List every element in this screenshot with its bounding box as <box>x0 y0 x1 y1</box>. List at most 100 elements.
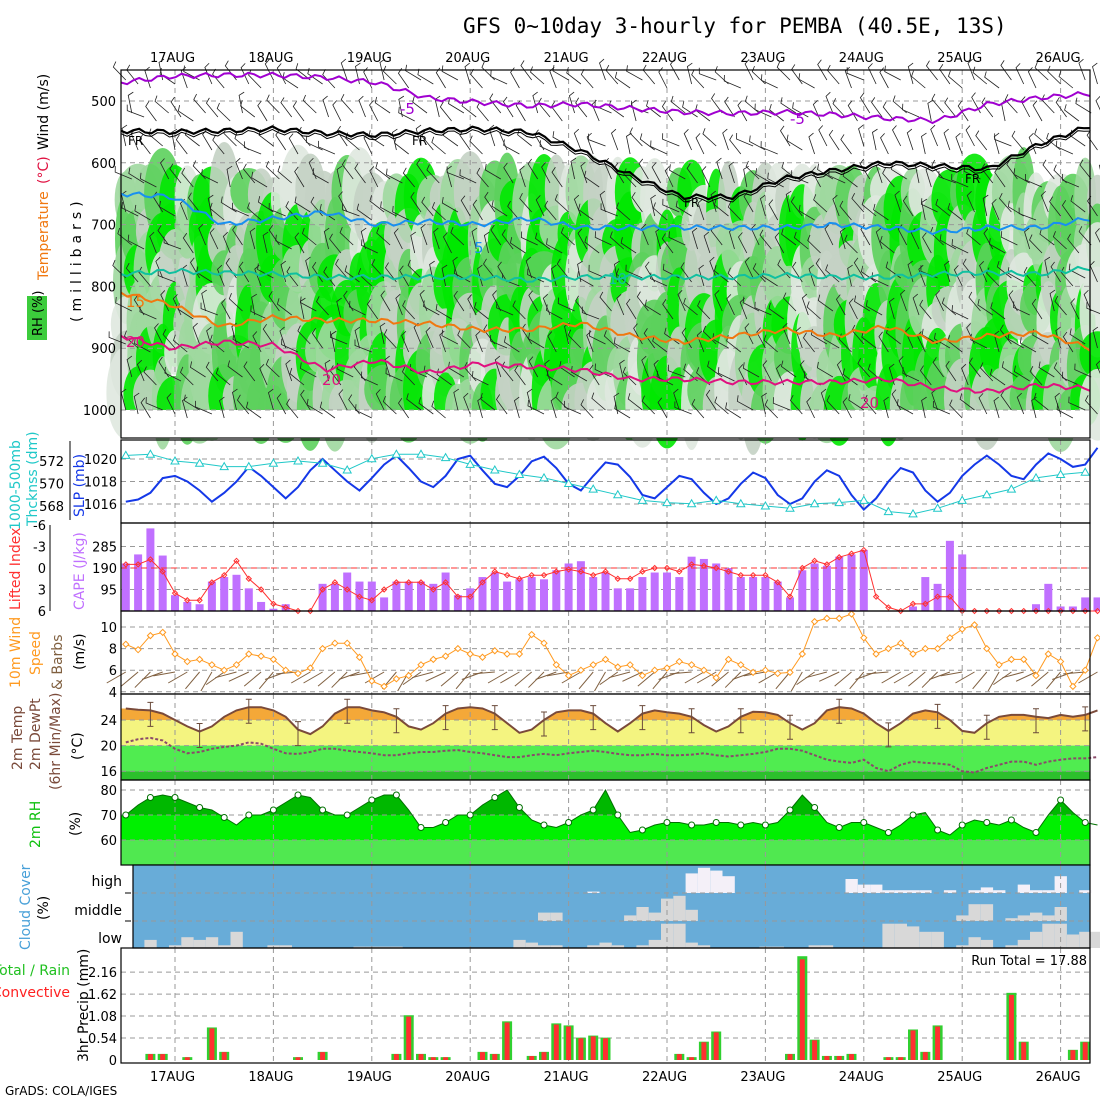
wind-barb <box>756 327 766 349</box>
wind-barb <box>785 190 792 213</box>
wind-barb <box>825 264 840 283</box>
wind-barb <box>401 366 415 386</box>
wind-barb <box>324 359 331 382</box>
wind-barb <box>276 63 287 85</box>
cloud-bar-mid <box>956 915 969 921</box>
wind-barb <box>861 198 877 217</box>
wind-barb <box>472 199 483 221</box>
wind-barb <box>502 96 514 118</box>
wind-barb <box>519 193 532 213</box>
wind-barb <box>419 289 428 312</box>
date-label-bottom: 23AUG <box>740 1070 785 1085</box>
wind-barb <box>350 671 372 677</box>
wind-barb <box>398 106 415 122</box>
wind-barb <box>546 304 563 320</box>
thickness-tick-label: 568 <box>39 500 64 515</box>
wind-barb <box>912 293 920 316</box>
wind-barb <box>425 327 434 349</box>
wind-barb <box>417 68 434 85</box>
wind-barb <box>467 294 477 316</box>
cloud-bar-low <box>1042 923 1055 948</box>
cape-bar <box>699 558 708 611</box>
pressure-tick-label: 900 <box>91 342 116 357</box>
temp-minmax-bar <box>541 711 547 737</box>
rh-marker <box>884 829 892 836</box>
wind-barb <box>879 67 889 89</box>
wind-barb <box>944 97 957 118</box>
label-cloud-cover: Cloud Cover <box>18 864 34 950</box>
precip-convective-bar <box>443 1057 449 1060</box>
wind-barb <box>452 256 459 279</box>
wind-barb <box>496 301 514 316</box>
thickness-marker <box>440 452 451 462</box>
wind-barb <box>631 192 643 213</box>
cape-bar <box>859 549 868 611</box>
wind-barb <box>768 302 784 320</box>
wind-barb <box>882 167 895 188</box>
cape-bar <box>638 577 647 611</box>
wind-barb <box>1015 671 1037 682</box>
wind-barb <box>285 359 293 382</box>
wind-barb <box>453 290 465 312</box>
wind-barb <box>775 363 785 386</box>
wind-barb <box>764 399 778 419</box>
wind-barb <box>955 671 975 684</box>
wind-barb <box>299 296 317 312</box>
wind-barb <box>561 671 582 684</box>
wind-barb <box>126 355 133 378</box>
cloud-panel: high middle low Cloud Cover (%) <box>18 864 1100 950</box>
wind-barb <box>1004 94 1018 114</box>
wind-barb <box>415 124 422 147</box>
wind-barb <box>1047 65 1061 85</box>
label-thickness: 1000-500mb <box>8 440 24 530</box>
li-marker <box>147 556 154 563</box>
wind-barb <box>354 326 361 349</box>
wind-barb <box>549 66 557 89</box>
wind-barb <box>636 291 649 312</box>
wind-barb <box>669 671 692 675</box>
wind-barb <box>641 223 649 246</box>
precip-convective-bar <box>885 1057 891 1060</box>
wind-barb <box>591 392 606 411</box>
cloud-bar-low <box>1079 931 1092 948</box>
date-label-bottom: 18AUG <box>248 1070 293 1085</box>
label-p15: 15 <box>126 293 145 311</box>
label-fr4: FR <box>965 172 980 186</box>
precip-convective-bar <box>590 1036 596 1060</box>
wind-barb <box>743 191 754 213</box>
cloud-level-label: low <box>98 931 122 947</box>
wind-speed-marker <box>749 668 757 677</box>
precip-tick-label: 0 <box>109 1054 117 1069</box>
rh-marker <box>934 826 942 834</box>
li-marker <box>737 571 745 579</box>
precip-convective-bar <box>836 1056 842 1060</box>
label-units: (%) <box>36 896 52 920</box>
wind-barb <box>662 133 680 147</box>
wind-barb <box>1095 96 1100 111</box>
rh-line <box>125 788 1098 836</box>
wind-barb <box>896 399 914 415</box>
wind-barb <box>947 203 963 221</box>
wind-barb <box>732 671 754 680</box>
wind-barb <box>920 198 938 213</box>
cloud-bar-low <box>230 931 243 948</box>
wind-barb <box>625 264 643 279</box>
label-m5b: -5 <box>790 110 805 128</box>
wind-barb <box>975 130 988 151</box>
li-marker <box>122 561 130 568</box>
wind-barb <box>996 260 1012 279</box>
wind-barb <box>613 337 631 353</box>
wind-barb <box>683 129 692 151</box>
temp-minmax-bar <box>1082 706 1089 732</box>
li-tick-label: -3 <box>33 540 46 555</box>
wind-barb <box>477 264 483 287</box>
rh-marker <box>1057 796 1065 804</box>
wind-barb <box>652 202 668 221</box>
li-marker <box>909 600 917 608</box>
wind-speed-marker <box>208 661 216 669</box>
wind-barb <box>1075 97 1092 114</box>
thickness-marker <box>785 503 795 512</box>
cape-bar <box>724 568 733 611</box>
li-marker <box>343 586 351 593</box>
wind-barb <box>832 194 840 217</box>
